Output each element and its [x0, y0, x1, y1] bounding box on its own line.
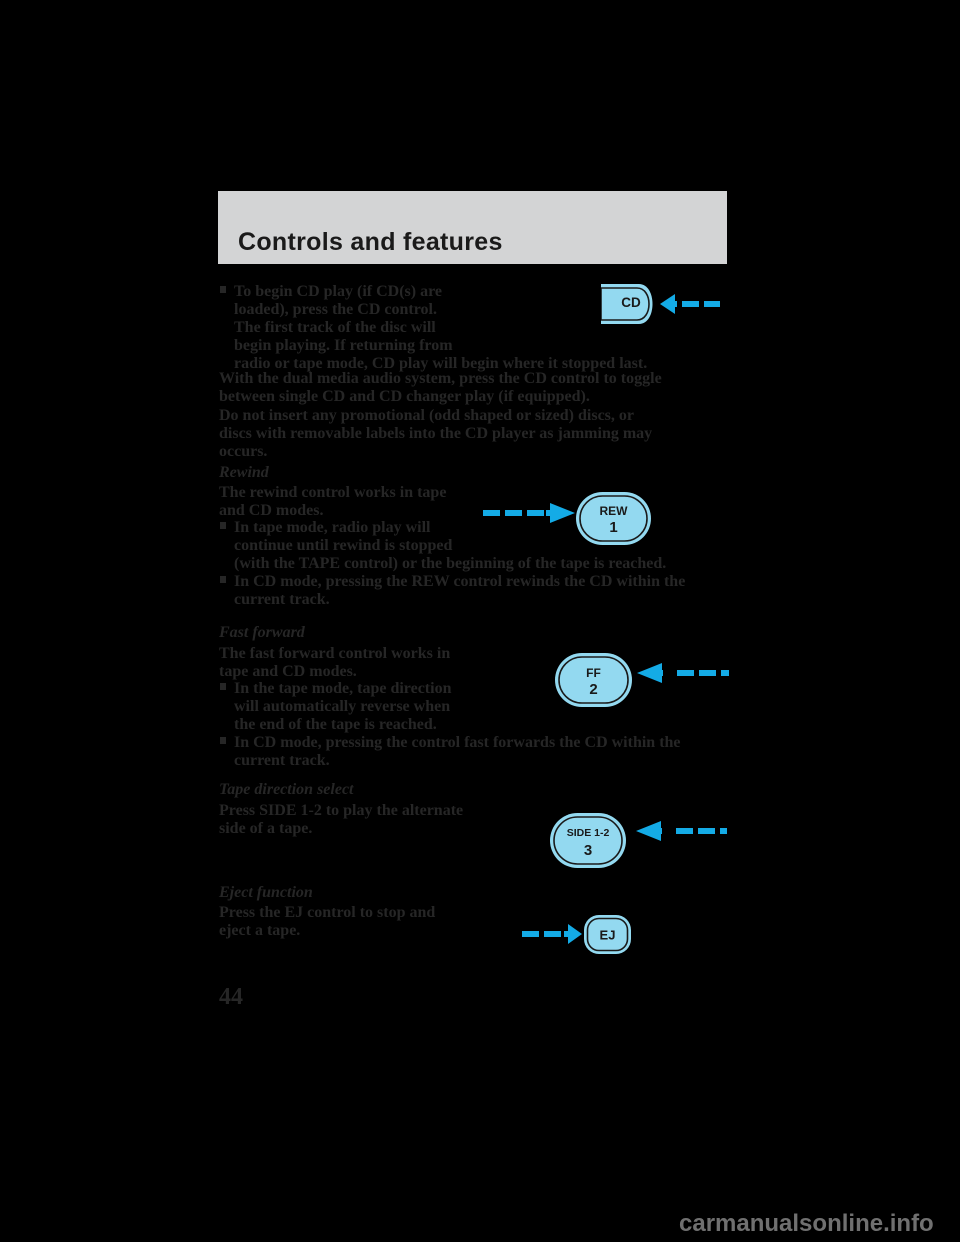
svg-text:EJ: EJ — [600, 928, 616, 943]
svg-text:3: 3 — [584, 842, 592, 859]
svg-text:2: 2 — [589, 681, 597, 698]
svg-text:1: 1 — [609, 519, 617, 536]
svg-text:CD: CD — [621, 295, 641, 310]
svg-text:FF: FF — [586, 666, 601, 680]
svg-text:SIDE 1-2: SIDE 1-2 — [567, 827, 610, 839]
svg-text:REW: REW — [600, 504, 629, 518]
